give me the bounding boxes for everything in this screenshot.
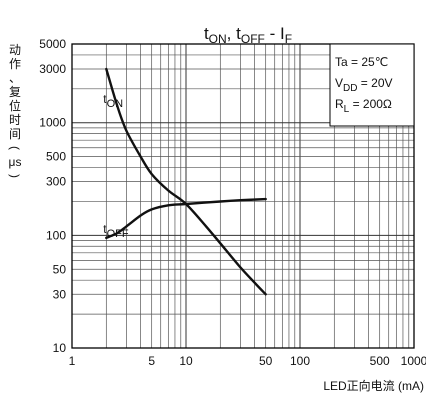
y-tick-label: 500 — [46, 150, 66, 164]
y-tick-label: 100 — [46, 228, 66, 242]
legend-line: VDD = 20V — [335, 76, 393, 94]
y-axis-label-char: 间 — [9, 127, 21, 141]
x-tick-label: 1 — [69, 354, 76, 368]
y-tick-label: 1000 — [39, 116, 66, 130]
series-line-tON — [105, 67, 267, 296]
legend: Ta = 25℃ VDD = 20V RL = 200Ω — [329, 43, 415, 127]
y-axis-label-char: 位 — [9, 98, 21, 113]
y-axis-label-char: ) — [8, 174, 22, 178]
y-axis-label-char: ( — [8, 146, 22, 150]
x-tick-label: 1000 — [401, 354, 426, 368]
series-labels: tON tOFF — [103, 92, 129, 240]
x-tick-label: 10 — [179, 354, 193, 368]
series-label-tON: tON — [103, 92, 123, 110]
y-tick-label: 50 — [53, 262, 67, 276]
y-axis-label-char: 作 — [9, 57, 21, 71]
plot-frame — [71, 43, 415, 349]
y-tick-label: 10 — [53, 341, 67, 355]
y-axis-label-char: 动 — [9, 43, 21, 57]
series-lines — [105, 67, 267, 296]
y-axis-label-char: 复 — [9, 85, 21, 99]
x-tick-label: 50 — [259, 354, 273, 368]
chart-title: tON, tOFF - IF — [204, 24, 292, 46]
y-tick-label: 3000 — [39, 62, 66, 76]
series-label-tOFF: tOFF — [103, 222, 129, 240]
x-tick-label: 500 — [370, 354, 390, 368]
x-axis-label: LED正向电流 (mA) — [323, 378, 424, 393]
legend-box — [329, 43, 415, 127]
x-tick-labels: 1 5 10 50 100 500 1000 — [69, 354, 426, 368]
y-tick-labels: 10 30 50 100 300 500 1000 3000 5000 — [39, 37, 66, 355]
y-tick-label: 300 — [46, 175, 66, 189]
legend-line: RL = 200Ω — [335, 97, 392, 115]
series-line-tOFF — [105, 197, 267, 240]
y-axis-label-char: 、 — [9, 71, 21, 85]
y-axis-label-char: 时 — [9, 113, 21, 127]
legend-line: Ta = 25℃ — [335, 55, 388, 69]
y-tick-label: 5000 — [39, 37, 66, 51]
y-axis-label-char: μs — [9, 155, 22, 169]
x-tick-label: 100 — [290, 354, 310, 368]
y-tick-label: 30 — [53, 287, 67, 301]
x-tick-label: 5 — [148, 354, 155, 368]
